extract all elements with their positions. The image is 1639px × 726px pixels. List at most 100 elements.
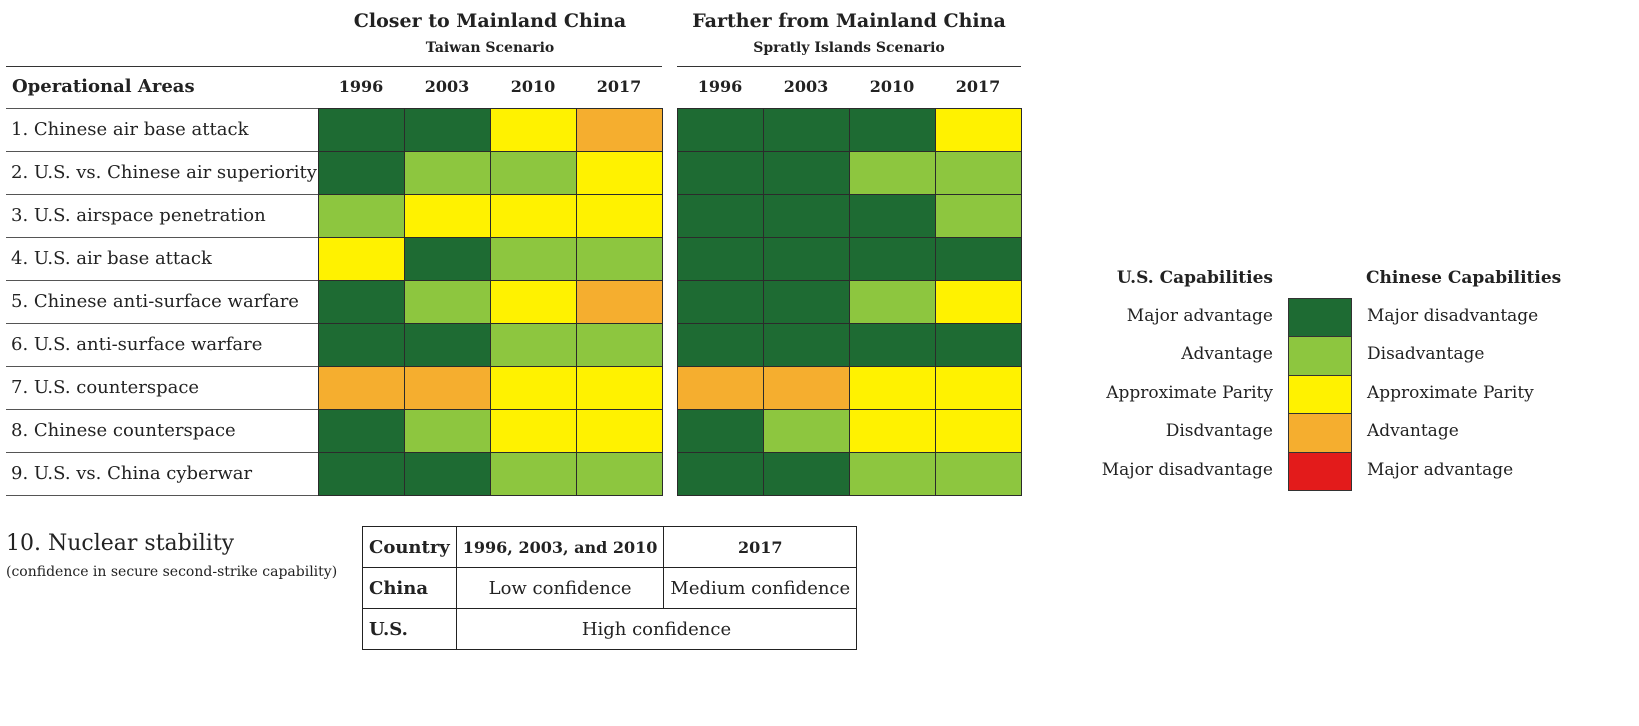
farther-scenario-title: Farther from Mainland China [692, 10, 1006, 32]
col-2017-header: 2017 [663, 526, 858, 568]
heatmap-cell-taiwan-row4-2017 [576, 237, 663, 281]
row-separator [6, 409, 318, 410]
heatmap-cell-taiwan-row3-2010 [490, 194, 577, 238]
heatmap-cell-taiwan-row4-2010 [490, 237, 577, 281]
row-separator [6, 495, 318, 496]
col-early-years-header: 1996, 2003, and 2010 [455, 526, 665, 568]
china-2017-cell: Medium confidence [663, 567, 858, 609]
heatmap-cell-spratly-row5-2017 [935, 280, 1022, 324]
legend-china-label: Disadvantage [1367, 344, 1485, 365]
year-header-taiwan-2017: 2017 [596, 77, 642, 96]
heatmap-cell-spratly-row6-2017 [935, 323, 1022, 367]
heatmap-cell-taiwan-row8-2010 [490, 409, 577, 453]
heatmap-cell-spratly-row1-2010 [849, 108, 936, 152]
legend-us-label: Approximate Parity [1106, 382, 1273, 403]
heatmap-cell-taiwan-row5-1996 [318, 280, 405, 324]
heatmap-cell-spratly-row9-2003 [763, 452, 850, 496]
heatmap-cell-spratly-row9-2017 [935, 452, 1022, 496]
heatmap-cell-spratly-row7-2003 [763, 366, 850, 410]
row-label-4: 4. U.S. air base attack [11, 248, 212, 269]
heatmap-cell-taiwan-row5-2010 [490, 280, 577, 324]
heatmap-cell-spratly-row7-2010 [849, 366, 936, 410]
heatmap-cell-taiwan-row7-2017 [576, 366, 663, 410]
row-label-5: 5. Chinese anti-surface warfare [11, 291, 299, 312]
table-row: Country 1996, 2003, and 2010 2017 [362, 526, 858, 568]
heatmap-cell-taiwan-row6-2010 [490, 323, 577, 367]
heatmap-cell-taiwan-row3-2017 [576, 194, 663, 238]
row-separator [6, 151, 318, 152]
us-all-years-cell: High confidence [455, 608, 858, 650]
row-label-7: 7. U.S. counterspace [11, 377, 200, 398]
heatmap-cell-taiwan-row9-2017 [576, 452, 663, 496]
row-label-2: 2. U.S. vs. Chinese air superiority [11, 162, 317, 183]
heatmap-cell-taiwan-row6-1996 [318, 323, 405, 367]
heatmap-cell-spratly-row9-1996 [677, 452, 764, 496]
heatmap-cell-taiwan-row7-1996 [318, 366, 405, 410]
heatmap-cell-taiwan-row2-1996 [318, 151, 405, 195]
heatmap-cell-spratly-row2-2017 [935, 151, 1022, 195]
heatmap-cell-spratly-row5-2010 [849, 280, 936, 324]
year-header-taiwan-2010: 2010 [510, 77, 556, 96]
legend-us-label: Major advantage [1126, 306, 1273, 326]
heatmap-cell-taiwan-row1-2010 [490, 108, 577, 152]
heatmap-cell-spratly-row1-2003 [763, 108, 850, 152]
farther-scenario-subtitle: Spratly Islands Scenario [753, 40, 945, 56]
legend-china-label: Approximate Parity [1367, 382, 1534, 403]
legend-swatch [1288, 413, 1352, 453]
heatmap-cell-spratly-row6-1996 [677, 323, 764, 367]
heatmap-cell-taiwan-row8-2017 [576, 409, 663, 453]
header-rule-left [6, 66, 662, 67]
heatmap-cell-spratly-row8-2003 [763, 409, 850, 453]
heatmap-cell-spratly-row1-2017 [935, 108, 1022, 152]
heatmap-cell-spratly-row4-2017 [935, 237, 1022, 281]
row-separator [6, 323, 318, 324]
heatmap-cell-taiwan-row8-2003 [404, 409, 491, 453]
heatmap-cell-spratly-row3-2010 [849, 194, 936, 238]
legend-swatch [1288, 336, 1352, 376]
row-label-6: 6. U.S. anti-surface warfare [11, 334, 263, 355]
heatmap-cell-taiwan-row3-1996 [318, 194, 405, 238]
heatmap-cell-spratly-row7-1996 [677, 366, 764, 410]
heatmap-cell-spratly-row2-1996 [677, 151, 764, 195]
heatmap-cell-taiwan-row1-2017 [576, 108, 663, 152]
closer-scenario-subtitle: Taiwan Scenario [425, 40, 555, 56]
heatmap-cell-spratly-row7-2017 [935, 366, 1022, 410]
year-header-spratly-2010: 2010 [869, 77, 915, 96]
table-row: U.S. High confidence [362, 608, 858, 650]
legend-us-label: Major disadvantage [1101, 459, 1273, 480]
heatmap-cell-spratly-row4-2003 [763, 237, 850, 281]
heatmap-cell-taiwan-row2-2010 [490, 151, 577, 195]
heatmap-cell-spratly-row9-2010 [849, 452, 936, 496]
heatmap-cell-taiwan-row5-2003 [404, 280, 491, 324]
nuclear-stability-subtitle: (confidence in secure second-strike capa… [6, 564, 338, 580]
heatmap-cell-spratly-row8-2017 [935, 409, 1022, 453]
heatmap-cell-taiwan-row9-1996 [318, 452, 405, 496]
year-header-taiwan-2003: 2003 [424, 77, 470, 96]
legend-china-label: Advantage [1367, 421, 1459, 442]
china-early-cell: Low confidence [455, 567, 665, 609]
heatmap-cell-spratly-row3-1996 [677, 194, 764, 238]
heatmap-cell-spratly-row8-1996 [677, 409, 764, 453]
nuclear-stability-title: 10. Nuclear stability [6, 531, 235, 556]
heatmap-cell-taiwan-row4-2003 [404, 237, 491, 281]
table-row: China Low confidence Medium confidence [362, 567, 858, 609]
closer-scenario-title: Closer to Mainland China [353, 10, 627, 32]
legend-swatch [1288, 374, 1352, 415]
heatmap-cell-taiwan-row3-2003 [404, 194, 491, 238]
year-header-spratly-2017: 2017 [955, 77, 1001, 96]
heatmap-cell-spratly-row2-2003 [763, 151, 850, 195]
row-separator [6, 280, 318, 281]
heatmap-cell-taiwan-row9-2010 [490, 452, 577, 496]
heatmap-cell-taiwan-row6-2003 [404, 323, 491, 367]
heatmap-cell-spratly-row5-1996 [677, 280, 764, 324]
heatmap-cell-spratly-row6-2003 [763, 323, 850, 367]
row-label-8: 8. Chinese counterspace [11, 420, 236, 441]
heatmap-cell-spratly-row1-1996 [677, 108, 764, 152]
china-country-cell: China [362, 567, 457, 609]
heatmap-cell-taiwan-row5-2017 [576, 280, 663, 324]
heatmap-cell-taiwan-row7-2010 [490, 366, 577, 410]
row-separator [6, 194, 318, 195]
legend-swatch [1288, 451, 1352, 491]
row-label-3: 3. U.S. airspace penetration [11, 205, 266, 226]
legend-china-label: Major disadvantage [1367, 306, 1539, 326]
